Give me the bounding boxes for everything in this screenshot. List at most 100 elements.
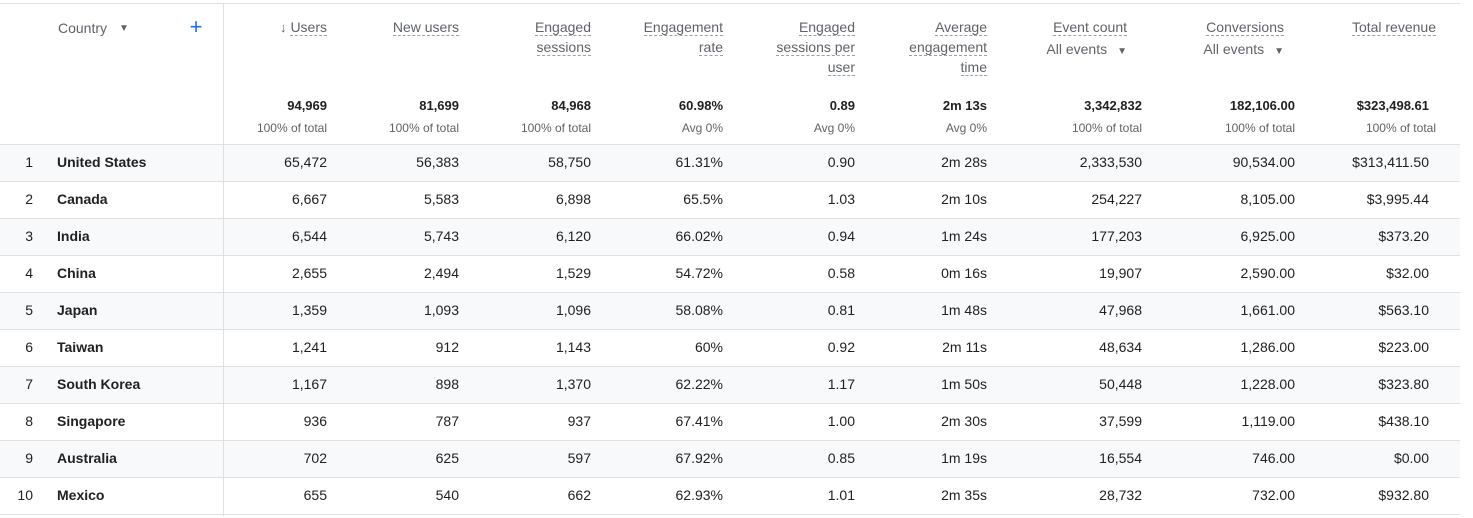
column-header-label-line1: Engagement xyxy=(643,19,723,36)
column-header-label: Users xyxy=(290,19,327,36)
column-header-total-revenue[interactable]: Total revenue xyxy=(1306,17,1436,37)
cell-engagement-rate: 67.92% xyxy=(675,450,723,466)
cell-engagement-rate: 60% xyxy=(694,339,723,355)
event-selector[interactable]: All events ▼ xyxy=(997,39,1127,62)
cell-event-count: 19,907 xyxy=(1099,265,1142,281)
cell-event-count: 16,554 xyxy=(1099,450,1142,466)
column-header-label: Conversions xyxy=(1206,19,1284,36)
cell-conversions: 2,590.00 xyxy=(1240,265,1296,281)
dimension-selector[interactable]: Country ▼ xyxy=(58,20,129,36)
total-sub-total-revenue: 100% of total xyxy=(1365,121,1436,135)
column-header-users[interactable]: ↓ Users xyxy=(217,17,327,38)
row-country: Canada xyxy=(57,191,108,207)
cell-engaged-sessions-per-user: 0.90 xyxy=(827,154,855,170)
cell-event-count: 47,968 xyxy=(1099,302,1142,318)
cell-average-engagement-time: 2m 35s xyxy=(941,487,987,503)
cell-engaged-sessions-per-user: 1.01 xyxy=(827,487,855,503)
cell-conversions: 1,228.00 xyxy=(1240,376,1296,392)
table-header: Country ▼ + ↓ Users New users Engaged ses… xyxy=(0,0,1460,145)
cell-users: 702 xyxy=(303,450,327,466)
column-header-event-count[interactable]: Event count All events ▼ xyxy=(997,17,1127,62)
arrow-down-icon: ↓ xyxy=(279,20,287,35)
cell-total-revenue: $32.00 xyxy=(1386,265,1429,281)
table-row[interactable]: 1 United States 65,472 56,383 58,750 61.31% 0.… xyxy=(0,144,1460,181)
add-dimension-button[interactable]: + xyxy=(189,14,203,39)
total-new-users: 81,699 xyxy=(419,98,459,113)
column-header-average-engagement-time[interactable]: Average engagement time xyxy=(877,17,987,77)
column-header-engagement-rate[interactable]: Engagement rate xyxy=(613,17,723,57)
cell-new-users: 787 xyxy=(435,413,459,429)
table-row[interactable]: 6 Taiwan 1,241 912 1,143 60% 0.92 2m 11s 48,634 1… xyxy=(0,329,1460,366)
total-sub-conversions: 100% of total xyxy=(1224,121,1295,135)
row-index: 3 xyxy=(25,228,33,244)
event-selector[interactable]: All events ▼ xyxy=(1154,39,1284,62)
cell-event-count: 37,599 xyxy=(1099,413,1142,429)
table-top-border xyxy=(0,3,1460,4)
column-header-label-line3: user xyxy=(827,59,855,76)
total-sub-engaged-sessions: 100% of total xyxy=(520,121,591,135)
cell-average-engagement-time: 2m 28s xyxy=(941,154,987,170)
cell-engaged-sessions-per-user: 0.92 xyxy=(827,339,855,355)
cell-average-engagement-time: 2m 11s xyxy=(942,339,987,355)
cell-conversions: 8,105.00 xyxy=(1240,191,1296,207)
column-header-new-users[interactable]: New users xyxy=(349,17,459,37)
column-header-label-line2: sessions per xyxy=(776,39,855,56)
total-average-engagement-time: 2m 13s xyxy=(942,98,987,113)
table-row[interactable]: 8 Singapore 936 787 937 67.41% 1.00 2m 30s 37,59… xyxy=(0,403,1460,440)
table-row[interactable]: 4 China 2,655 2,494 1,529 54.72% 0.58 0m 16s 19,… xyxy=(0,255,1460,292)
cell-event-count: 48,634 xyxy=(1099,339,1142,355)
cell-users: 655 xyxy=(303,487,327,503)
total-users: 94,969 xyxy=(287,98,327,113)
cell-average-engagement-time: 1m 24s xyxy=(941,228,987,244)
cell-engaged-sessions-per-user: 0.85 xyxy=(827,450,855,466)
cell-engaged-sessions: 1,143 xyxy=(555,339,591,355)
cell-new-users: 5,583 xyxy=(423,191,459,207)
row-country: Taiwan xyxy=(57,339,104,355)
table-row[interactable]: 3 India 6,544 5,743 6,120 66.02% 0.94 1m 24s 177… xyxy=(0,218,1460,255)
cell-event-count: 28,732 xyxy=(1099,487,1142,503)
column-header-label-line1: Average xyxy=(935,19,987,36)
row-index: 5 xyxy=(25,302,33,318)
cell-new-users: 625 xyxy=(435,450,459,466)
column-header-label-line2: engagement xyxy=(909,39,987,56)
total-event-count: 3,342,832 xyxy=(1084,98,1142,113)
row-country: China xyxy=(57,265,96,281)
cell-conversions: 1,661.00 xyxy=(1240,302,1296,318)
cell-new-users: 912 xyxy=(435,339,459,355)
row-country: Australia xyxy=(57,450,117,466)
cell-users: 1,359 xyxy=(291,302,327,318)
table-row[interactable]: 9 Australia 702 625 597 67.92% 0.85 1m 19s 16,55… xyxy=(0,440,1460,477)
table-row[interactable]: 5 Japan 1,359 1,093 1,096 58.08% 0.81 1m 48s 47,… xyxy=(0,292,1460,329)
row-country: United States xyxy=(57,154,147,170)
cell-engagement-rate: 66.02% xyxy=(675,228,723,244)
column-header-label-line3: time xyxy=(960,59,987,76)
column-header-engaged-sessions[interactable]: Engaged sessions xyxy=(481,17,591,57)
cell-engagement-rate: 54.72% xyxy=(675,265,723,281)
row-country: India xyxy=(57,228,90,244)
column-header-label-line2: sessions xyxy=(536,39,591,56)
cell-new-users: 5,743 xyxy=(423,228,459,244)
cell-users: 1,241 xyxy=(291,339,327,355)
column-header-conversions[interactable]: Conversions All events ▼ xyxy=(1154,17,1284,62)
table-row[interactable]: 2 Canada 6,667 5,583 6,898 65.5% 1.03 2m 10s 254… xyxy=(0,181,1460,218)
row-index: 9 xyxy=(25,450,33,466)
cell-conversions: 746.00 xyxy=(1252,450,1295,466)
table-row[interactable]: 7 South Korea 1,167 898 1,370 62.22% 1.17 1m 50… xyxy=(0,366,1460,403)
cell-engaged-sessions-per-user: 0.94 xyxy=(827,228,855,244)
cell-event-count: 50,448 xyxy=(1099,376,1142,392)
cell-average-engagement-time: 2m 30s xyxy=(941,413,987,429)
event-selector-value: All events xyxy=(1046,41,1108,57)
cell-engaged-sessions: 1,096 xyxy=(555,302,591,318)
cell-users: 2,655 xyxy=(291,265,327,281)
cell-new-users: 56,383 xyxy=(416,154,459,170)
cell-engagement-rate: 58.08% xyxy=(675,302,723,318)
cell-users: 65,472 xyxy=(284,154,327,170)
dimension-label: Country xyxy=(58,20,108,36)
column-header-engaged-sessions-per-user[interactable]: Engaged sessions per user xyxy=(745,17,855,77)
row-country: Singapore xyxy=(57,413,126,429)
cell-total-revenue: $223.00 xyxy=(1378,339,1429,355)
cell-users: 6,544 xyxy=(291,228,327,244)
caret-down-icon: ▼ xyxy=(1117,46,1127,57)
cell-users: 936 xyxy=(303,413,327,429)
table-row[interactable]: 10 Mexico 655 540 662 62.93% 1.01 2m 35s 28,732 7… xyxy=(0,477,1460,514)
